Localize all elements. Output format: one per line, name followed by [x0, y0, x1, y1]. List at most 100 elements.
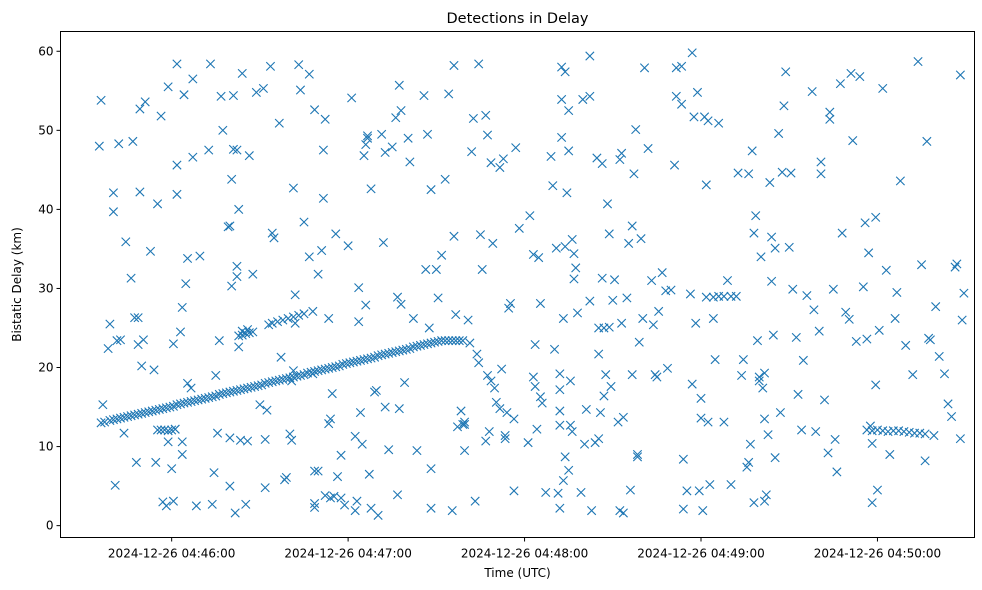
data-point-clutter: [408, 313, 418, 324]
data-point-clutter: [571, 263, 581, 273]
data-point-clutter: [943, 399, 953, 409]
data-point-clutter: [373, 510, 383, 520]
data-point-clutter: [482, 130, 493, 140]
data-point-clutter: [186, 383, 196, 393]
data-point-track: [228, 386, 239, 396]
data-point-track: [253, 381, 263, 391]
data-point-clutter: [228, 144, 239, 154]
data-point-clutter: [825, 114, 835, 124]
data-point-track: [115, 413, 126, 423]
data-point-clutter: [955, 70, 965, 80]
data-point-clutter: [234, 342, 244, 352]
data-point-clutter: [908, 370, 918, 380]
data-point-clutter: [564, 105, 574, 116]
data-point-clutter: [505, 298, 516, 309]
data-point-track: [366, 353, 376, 363]
data-point-track: [272, 317, 283, 327]
data-point-clutter: [285, 429, 295, 439]
data-point-clutter: [313, 269, 323, 279]
data-point-clutter: [172, 59, 182, 69]
data-point-clutter: [562, 188, 572, 198]
data-point-clutter: [781, 67, 791, 77]
data-point-clutter: [172, 189, 182, 199]
data-point-clutter: [405, 157, 415, 167]
data-point-clutter: [371, 385, 381, 396]
data-point-track: [283, 313, 293, 324]
data-point-clutter: [308, 369, 318, 379]
data-point-clutter: [867, 438, 877, 449]
data-point-clutter: [701, 180, 711, 190]
data-point-clutter: [177, 437, 187, 447]
data-point-clutter: [227, 174, 237, 184]
data-point-track: [126, 411, 136, 421]
data-point-clutter: [140, 97, 150, 107]
data-point-clutter: [359, 151, 369, 161]
data-point-track: [440, 336, 450, 346]
data-point-clutter: [225, 221, 235, 231]
data-point-clutter: [557, 62, 567, 72]
data-point-track: [299, 309, 309, 319]
data-point-track: [182, 397, 193, 407]
data-point-clutter: [749, 498, 759, 508]
data-point-track: [260, 378, 270, 388]
data-point-clutter: [851, 336, 861, 347]
data-point-clutter: [295, 85, 306, 95]
data-point-clutter: [705, 479, 715, 490]
data-point-clutter: [864, 248, 874, 258]
data-point-track: [387, 347, 397, 358]
data-point-clutter: [391, 113, 401, 123]
data-point-clutter: [595, 407, 606, 418]
data-point-track: [380, 349, 390, 359]
data-point-clutter: [152, 199, 163, 209]
data-point-clutter: [339, 500, 350, 510]
data-point-clutter: [701, 292, 711, 302]
data-point-clutter: [678, 454, 688, 464]
data-point-track: [235, 385, 246, 395]
data-point-track: [278, 374, 288, 384]
data-point-track: [394, 346, 404, 356]
x-axis-label: Time (UTC): [483, 566, 550, 580]
data-point-clutter: [567, 234, 577, 245]
data-point-clutter: [765, 177, 775, 188]
data-point-clutter: [615, 154, 625, 165]
data-point-track: [160, 425, 170, 435]
chart-title: Detections in Delay: [446, 11, 588, 27]
data-point-clutter: [754, 376, 764, 386]
data-point-clutter: [828, 284, 838, 294]
data-point-clutter: [654, 306, 664, 316]
data-point-clutter: [597, 273, 607, 283]
data-point-clutter: [514, 223, 524, 233]
data-point-track: [271, 376, 281, 386]
data-point-clutter: [262, 405, 272, 415]
data-point-clutter: [320, 114, 330, 124]
data-point-clutter: [392, 292, 403, 302]
data-point-clutter: [459, 417, 470, 427]
data-point-clutter: [761, 490, 771, 500]
data-point-clutter: [474, 358, 484, 368]
data-point-clutter: [207, 499, 217, 509]
data-point-clutter: [669, 160, 680, 170]
data-point-clutter: [585, 296, 595, 306]
data-point-clutter: [703, 417, 713, 427]
data-point-track: [161, 403, 171, 413]
data-point-clutter: [925, 335, 935, 345]
data-point-clutter: [509, 414, 519, 424]
data-point-clutter: [191, 501, 201, 511]
data-point-clutter: [167, 464, 177, 474]
data-point-clutter: [177, 302, 187, 313]
data-point-track: [242, 324, 253, 335]
data-point-track: [140, 407, 150, 418]
data-point-clutter: [931, 302, 941, 312]
data-point-clutter: [913, 56, 923, 67]
data-point-clutter: [535, 392, 546, 402]
data-point-clutter: [290, 290, 300, 300]
data-point-clutter: [604, 229, 614, 239]
data-point-clutter: [170, 424, 180, 434]
data-point-clutter: [662, 363, 673, 373]
data-point-track: [415, 340, 426, 350]
data-point-clutter: [456, 406, 466, 416]
data-point-clutter: [509, 486, 519, 496]
data-point-track: [451, 336, 461, 346]
data-point-clutter: [137, 361, 147, 371]
